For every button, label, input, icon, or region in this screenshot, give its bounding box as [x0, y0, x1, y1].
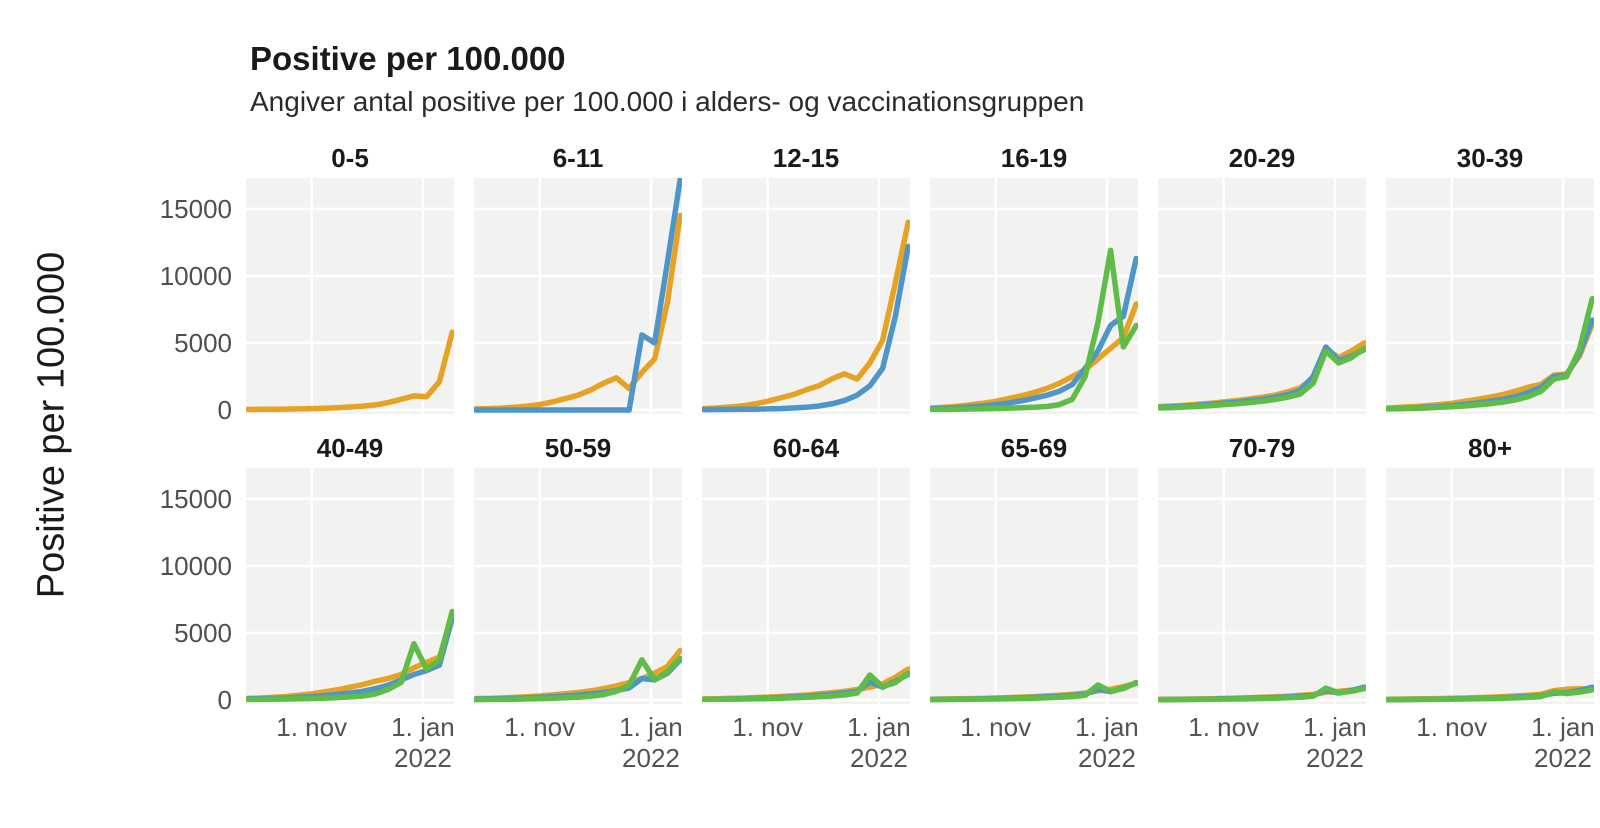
series-line-green — [1386, 295, 1594, 412]
facet-panel-70-79 — [1158, 468, 1366, 704]
facet-title-6-11: 6-11 — [552, 143, 604, 173]
y-tick-label: 15000 — [159, 193, 232, 224]
y-tick-label: 0 — [217, 394, 232, 425]
y-axis-label: Positive per 100.000 — [30, 251, 73, 599]
facet-panel-65-69 — [930, 468, 1138, 704]
facet-title-12-15: 12-15 — [772, 143, 840, 173]
series-line-green — [930, 679, 1138, 703]
x-tick-label: 1. nov — [1188, 712, 1260, 742]
series-line-green — [1158, 345, 1366, 411]
facet-plot-12-15 — [702, 178, 910, 414]
facet-title-0-5: 0-5 — [331, 143, 369, 173]
x-tick-label: 1. jan — [1075, 712, 1139, 742]
facet-panel-20-29 — [1158, 178, 1366, 414]
x-tick-label: 2022 — [1534, 743, 1592, 773]
x-tick-label: 1. jan — [847, 712, 911, 742]
series-line-green — [930, 247, 1138, 413]
facet-title-50-59: 50-59 — [544, 433, 612, 463]
facet-title-40-49: 40-49 — [316, 433, 384, 463]
series-line-green — [474, 655, 682, 703]
facet-title-20-29: 20-29 — [1228, 143, 1296, 173]
x-tick-label: 1. jan — [391, 712, 455, 742]
series-line-green — [1158, 685, 1366, 703]
facet-panel-30-39 — [1386, 178, 1594, 414]
facet-title-70-79: 70-79 — [1228, 433, 1296, 463]
facet-plot-65-69 — [930, 468, 1138, 704]
chart-title: Positive per 100.000 — [250, 40, 566, 77]
facet-title-16-19: 16-19 — [1000, 143, 1068, 173]
facet-title-80+: 80+ — [1467, 433, 1513, 463]
y-tick-label: 5000 — [174, 617, 232, 648]
x-tick-label: 1. nov — [276, 712, 348, 742]
facet-panel-50-59 — [474, 468, 682, 704]
facet-plot-70-79 — [1158, 468, 1366, 704]
facet-panel-60-64 — [702, 468, 910, 704]
series-line-blue — [474, 178, 682, 413]
facet-panel-0-5 — [246, 178, 454, 414]
facet-panel-80+ — [1386, 468, 1594, 704]
facet-panel-40-49 — [246, 468, 454, 704]
facet-panel-6-11 — [474, 178, 682, 414]
y-tick-label: 15000 — [159, 483, 232, 514]
facet-plot-60-64 — [702, 468, 910, 704]
facet-panel-16-19 — [930, 178, 1138, 414]
facet-plot-16-19 — [930, 178, 1138, 414]
chart-subtitle: Angiver antal positive per 100.000 i ald… — [250, 86, 1085, 117]
y-tick-label: 5000 — [174, 327, 232, 358]
x-tick-label: 1. jan — [619, 712, 683, 742]
x-tick-label: 1. nov — [960, 712, 1032, 742]
facet-plot-50-59 — [474, 468, 682, 704]
facet-title-30-39: 30-39 — [1456, 143, 1524, 173]
facet-title-65-69: 65-69 — [1000, 433, 1068, 463]
series-line-green — [246, 608, 454, 703]
facet-plot-0-5 — [246, 178, 454, 414]
series-line-blue — [474, 657, 682, 702]
x-tick-label: 2022 — [394, 743, 452, 773]
facet-plot-40-49 — [246, 468, 454, 704]
x-tick-label: 2022 — [850, 743, 908, 773]
series-line-orange — [246, 329, 454, 413]
facet-panel-12-15 — [702, 178, 910, 414]
facet-plot-30-39 — [1386, 178, 1594, 414]
x-tick-label: 2022 — [622, 743, 680, 773]
series-line-green — [1386, 687, 1594, 703]
x-tick-label: 1. jan — [1303, 712, 1367, 742]
series-line-orange — [702, 219, 910, 412]
y-tick-label: 10000 — [159, 550, 232, 581]
series-line-blue — [702, 243, 910, 413]
series-line-orange — [474, 212, 682, 412]
facet-title-60-64: 60-64 — [772, 433, 840, 463]
series-line-orange — [930, 301, 1138, 411]
x-tick-label: 1. nov — [1416, 712, 1488, 742]
y-tick-label: 0 — [217, 684, 232, 715]
y-tick-label: 10000 — [159, 260, 232, 291]
x-tick-label: 2022 — [1078, 743, 1136, 773]
series-line-orange — [1386, 321, 1594, 411]
facet-plot-20-29 — [1158, 178, 1366, 414]
x-tick-label: 1. nov — [504, 712, 576, 742]
facet-plot-80+ — [1386, 468, 1594, 704]
x-tick-label: 1. nov — [732, 712, 804, 742]
x-tick-label: 2022 — [1306, 743, 1364, 773]
series-line-green — [702, 670, 910, 703]
x-tick-label: 1. jan — [1531, 712, 1595, 742]
facet-plot-6-11 — [474, 178, 682, 414]
